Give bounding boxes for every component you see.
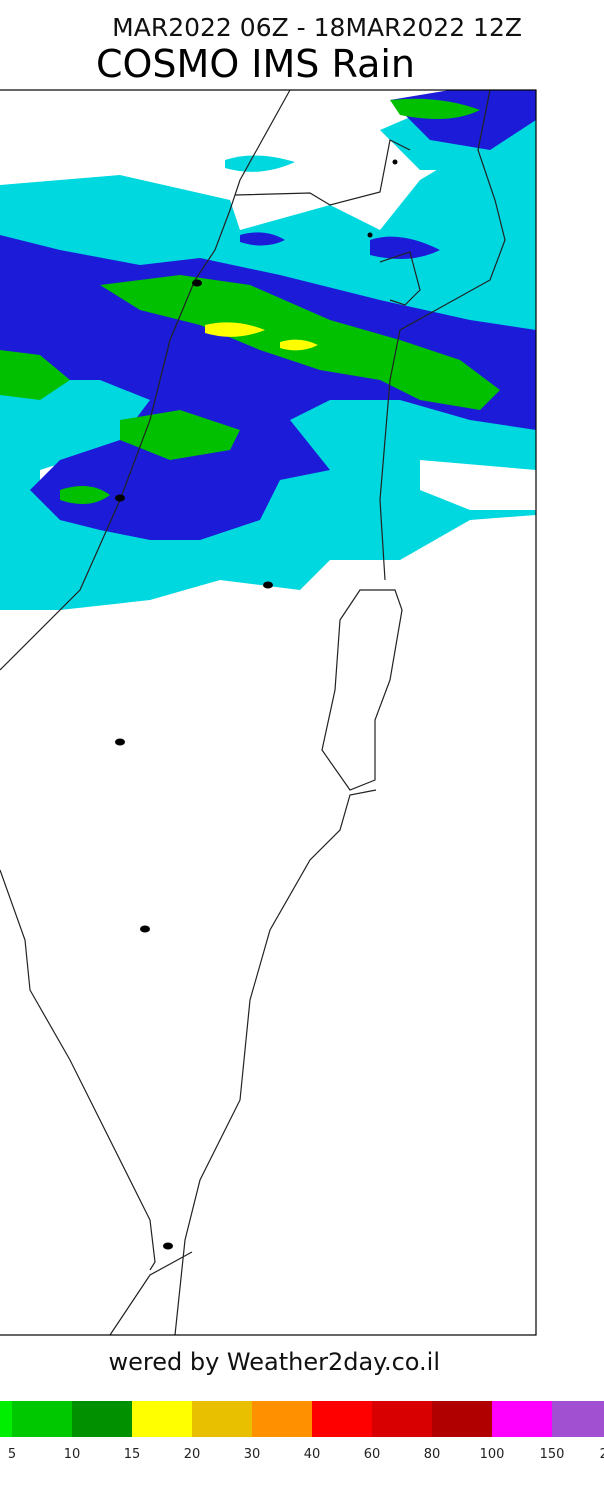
- legend-swatch: [492, 1401, 552, 1437]
- legend-label: 30: [244, 1447, 261, 1462]
- legend-label: 20: [184, 1447, 201, 1462]
- map-title: COSMO IMS Rain: [96, 42, 415, 86]
- borders: [0, 89, 506, 1336]
- legend-swatch: [72, 1401, 132, 1437]
- legend-swatch: [372, 1401, 432, 1437]
- legend-label: 200: [600, 1447, 604, 1462]
- legend-label: 60: [364, 1447, 381, 1462]
- legend-label: 150: [540, 1447, 565, 1462]
- legend-swatch: [192, 1401, 252, 1437]
- credit: wered by Weather2day.co.il: [108, 1348, 440, 1376]
- city-dots: [115, 159, 398, 1250]
- legend-label: 15: [124, 1447, 141, 1462]
- legend-swatch: [252, 1401, 312, 1437]
- legend-label: 10: [64, 1447, 81, 1462]
- legend-swatch: [552, 1401, 604, 1437]
- color-legend: 5 10 15 20 30 40 60 80 100 150 200: [0, 1401, 604, 1462]
- legend-swatch: [132, 1401, 192, 1437]
- legend-label: 80: [424, 1447, 441, 1462]
- legend-label: 40: [304, 1447, 321, 1462]
- legend-label: 100: [480, 1447, 505, 1462]
- legend-label: 5: [8, 1447, 16, 1462]
- map-frame: [0, 89, 537, 1336]
- legend-swatch: [312, 1401, 372, 1437]
- legend-swatch: [432, 1401, 492, 1437]
- valid-time: MAR2022 06Z - 18MAR2022 12Z: [112, 13, 522, 42]
- legend-swatch: [0, 1401, 12, 1437]
- rain-field: [0, 90, 536, 610]
- legend-swatch: [12, 1401, 72, 1437]
